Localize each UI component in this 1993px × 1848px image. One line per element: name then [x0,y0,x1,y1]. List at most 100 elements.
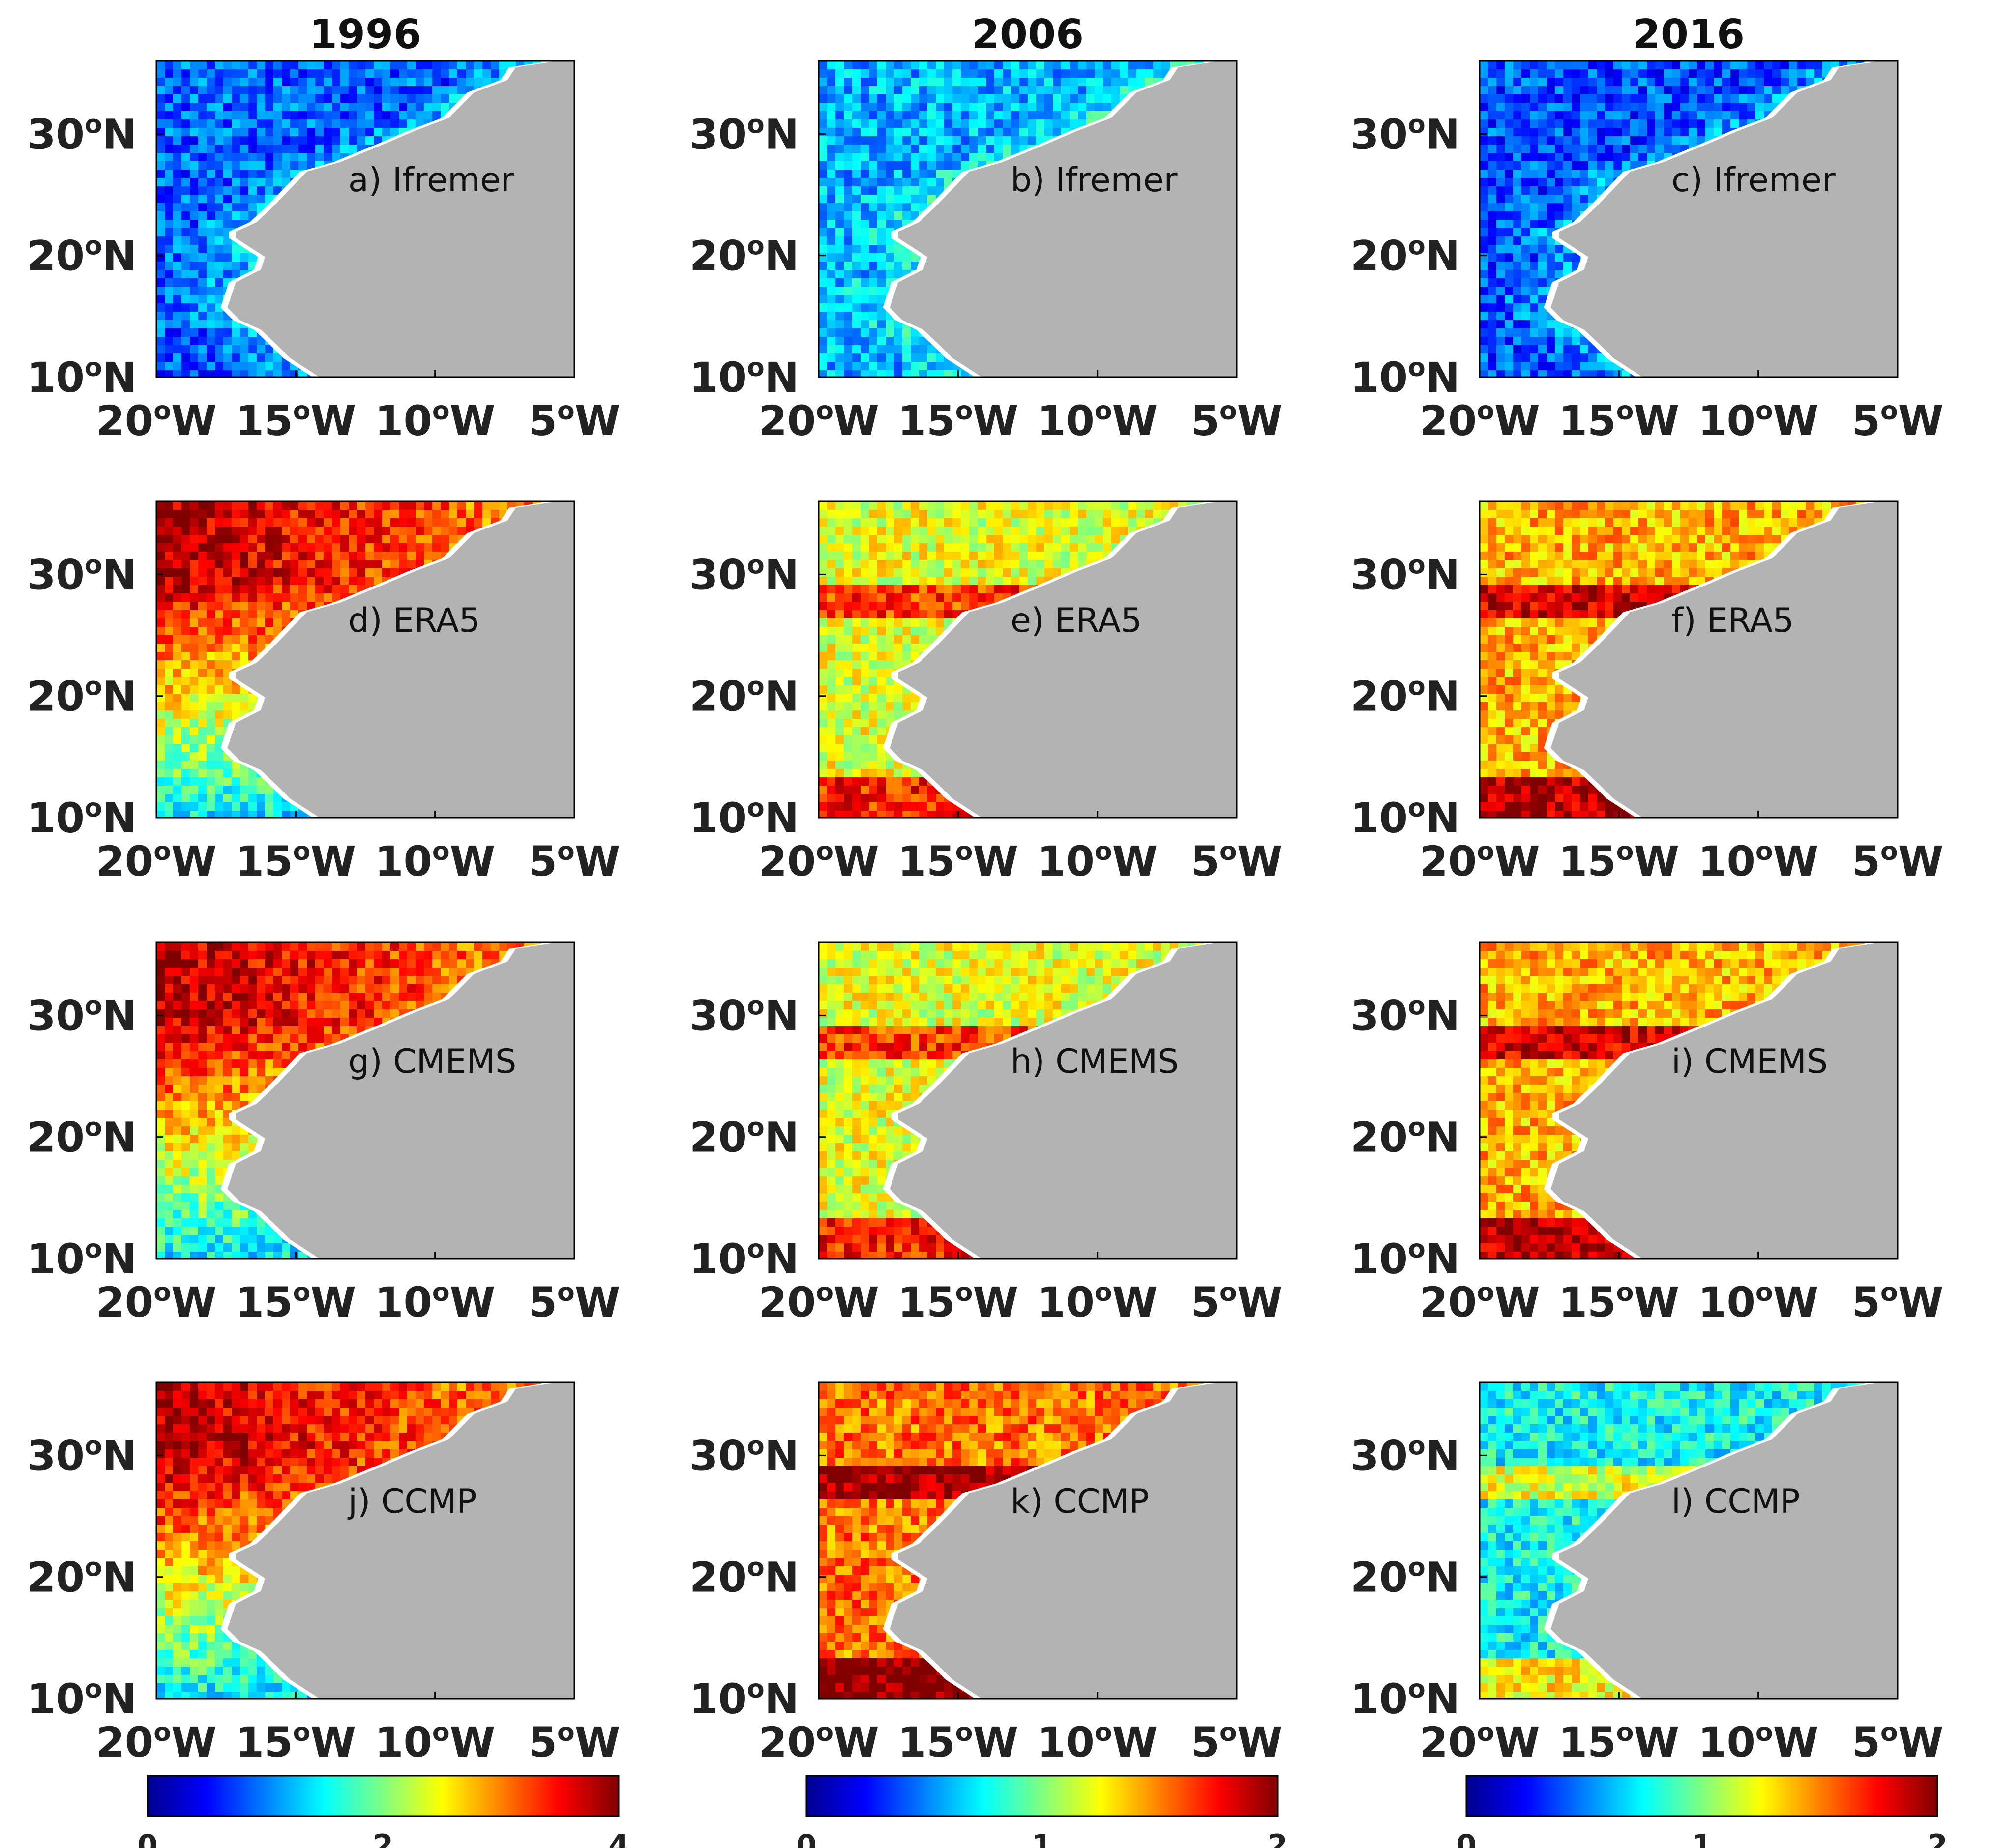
lon-tick-label: 15oW [898,1278,1018,1326]
land-mask [227,942,574,1259]
lon-tick-label: 5oW [1852,837,1944,885]
map-panel: l) CCMP 10oN 20oN 30oN 20oW 15oW 10oW 5oW [1350,1381,1944,1766]
lon-tick-label: 20oW [1419,396,1540,445]
lon-tick-label: 20oW [1419,1718,1540,1766]
lat-tick-label: 10oN [1350,353,1460,402]
lon-tick-label: 20oW [758,1278,879,1326]
axes-frame [1479,500,1899,819]
panel-label: l) CCMP [1671,1482,1800,1521]
land-mask [890,942,1237,1259]
lon-tick-label: 20oW [758,1718,879,1766]
land-mask [890,501,1237,818]
lon-tick-label: 15oW [1559,837,1679,885]
lat-tick-label: 20oN [689,1113,799,1162]
lon-tick-label: 15oW [898,396,1018,445]
map-panel: e) ERA5 10oN 20oN 30oN 20oW 15oW 10oW 5oW [689,500,1282,885]
panel-label: i) CMEMS [1671,1042,1828,1081]
colorbar-tick-label: 0 [1456,1828,1477,1848]
map-panel: a) Ifremer 10oN 20oN 30oN 20oW 15oW 10oW 5oW [27,60,621,445]
panel-label: b) Ifremer [1011,161,1178,200]
axes-frame [818,1381,1238,1700]
lon-tick-label: 10oW [375,837,495,885]
lat-tick-label: 10oN [1350,1234,1460,1283]
colorbar-tick-label: 2 [1927,1828,1948,1848]
axes-frame [1479,1381,1899,1700]
lat-tick-label: 20oN [689,232,799,280]
lat-tick-label: 10oN [27,1234,137,1283]
lon-tick-label: 15oW [236,837,356,885]
colorbar-tick-label: 1 [1032,1828,1052,1848]
panel-label: d) ERA5 [348,601,480,640]
lon-tick-label: 5oW [1852,1278,1944,1326]
lon-tick-label: 5oW [1852,1718,1944,1766]
lon-tick-label: 10oW [1037,1718,1158,1766]
lat-tick-label: 20oN [689,672,799,721]
lat-tick-label: 10oN [689,353,799,402]
axes-frame [155,500,575,819]
map-panel: d) ERA5 10oN 20oN 30oN 20oW 15oW 10oW 5oW [27,500,621,885]
lat-tick-label: 20oN [1350,1553,1460,1602]
panel-label: k) CCMP [1011,1482,1149,1521]
lat-tick-label: 30oN [1350,550,1460,599]
lon-tick-label: 5oW [529,837,621,885]
lon-tick-label: 15oW [898,1718,1018,1766]
panel-label: j) CCMP [347,1482,477,1521]
lon-tick-label: 10oW [375,1278,495,1326]
panel-label: f) ERA5 [1671,601,1794,640]
colorbar-tick-label: 0 [137,1828,158,1848]
map-panel: j) CCMP 10oN 20oN 30oN 20oW 15oW 10oW 5oW [27,1381,621,1766]
map-panel: g) CMEMS 10oN 20oN 30oN 20oW 15oW 10oW 5oW [27,941,621,1326]
colorbar-tick-label: 2 [373,1828,393,1848]
column-title: 2016 [1633,11,1745,58]
lon-tick-label: 5oW [1852,396,1944,445]
lat-tick-label: 10oN [689,793,799,842]
lat-tick-label: 10oN [689,1234,799,1283]
colorbar [1465,1775,1938,1817]
lon-tick-label: 5oW [1191,1278,1283,1326]
lat-tick-label: 30oN [689,991,799,1040]
colorbar-tick-label: 4 [608,1828,629,1848]
lon-tick-label: 15oW [236,1718,356,1766]
lon-tick-label: 20oW [758,396,879,445]
axes-frame [155,60,575,378]
lon-tick-label: 20oW [96,1278,216,1326]
lat-tick-label: 30oN [27,991,137,1040]
lon-tick-label: 10oW [1698,1718,1818,1766]
lon-tick-label: 10oW [1037,1278,1158,1326]
lon-tick-label: 5oW [529,1278,621,1326]
axes-frame [155,941,575,1260]
lat-tick-label: 20oN [27,1553,137,1602]
map-panel: k) CCMP 10oN 20oN 30oN 20oW 15oW 10oW 5oW [689,1381,1282,1766]
axes-frame [818,941,1238,1260]
lat-tick-label: 10oN [27,1674,137,1723]
land-mask [227,501,574,818]
colorbar [147,1775,620,1817]
lon-tick-label: 5oW [1191,396,1283,445]
map-panel: f) ERA5 10oN 20oN 30oN 20oW 15oW 10oW 5oW [1350,500,1944,885]
lat-tick-label: 10oN [689,1674,799,1723]
colorbar-tick-label: 2 [1267,1828,1288,1848]
land-mask [1550,942,1898,1259]
lon-tick-label: 15oW [1559,1718,1679,1766]
lat-tick-label: 20oN [27,1113,137,1162]
panel-label: g) CMEMS [348,1042,516,1081]
lat-tick-label: 30oN [27,110,137,158]
column-title: 1996 [309,11,421,58]
lon-tick-label: 15oW [898,837,1018,885]
lon-tick-label: 20oW [96,837,216,885]
lon-tick-label: 5oW [529,1718,621,1766]
land-mask [890,61,1237,377]
lat-tick-label: 20oN [27,672,137,721]
axes-frame [1479,60,1899,378]
land-mask [1550,501,1898,818]
lat-tick-label: 30oN [689,110,799,158]
lon-tick-label: 15oW [236,396,356,445]
lon-tick-label: 5oW [529,396,621,445]
lon-tick-label: 10oW [1037,396,1158,445]
lat-tick-label: 20oN [1350,1113,1460,1162]
lat-tick-label: 10oN [27,353,137,402]
lon-tick-label: 15oW [1559,1278,1679,1326]
lon-tick-label: 15oW [1559,396,1679,445]
land-mask [227,1382,574,1699]
